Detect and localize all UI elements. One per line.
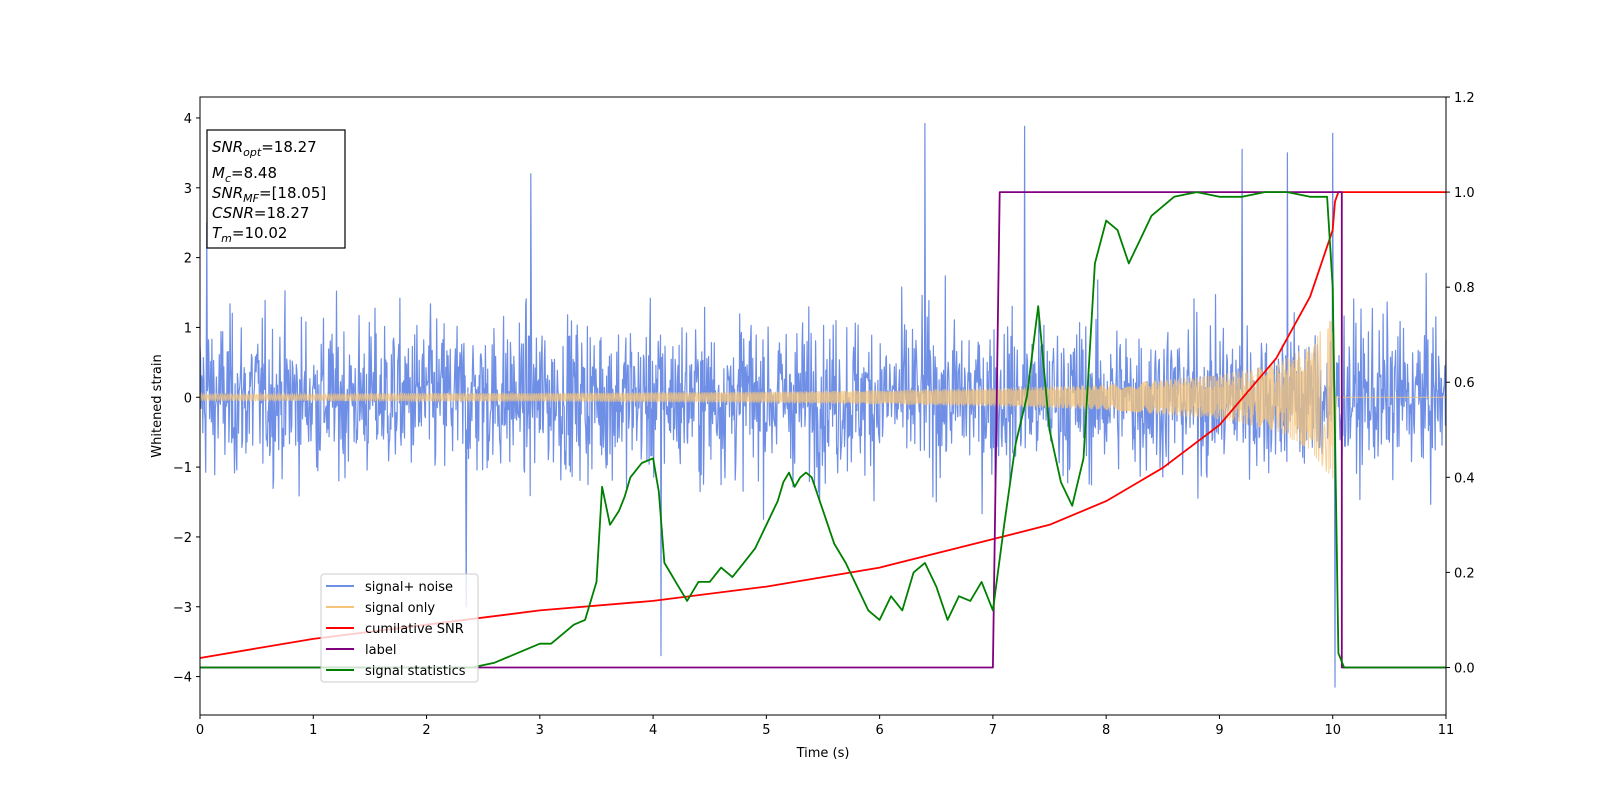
x-tick-label: 0 (196, 723, 204, 738)
x-tick-label: 6 (875, 723, 883, 738)
legend-label: label (365, 643, 396, 658)
y-axis-left-label: Whitened strain (150, 354, 165, 457)
y-left-tick-label: −1 (173, 461, 192, 476)
x-axis-label: Time (s) (796, 746, 850, 761)
axes-frame (199, 96, 1447, 716)
x-tick-label: 11 (1438, 723, 1455, 738)
x-tick-label: 4 (649, 723, 657, 738)
series-signal-statistics-line (200, 191, 1446, 669)
info-line: Mc=8.48 (212, 164, 277, 185)
info-line: CSNR=18.27 (212, 204, 309, 222)
y-right-tick-label: 1.2 (1454, 91, 1475, 106)
legend-label: signal only (365, 601, 435, 616)
legend-label: signal+ noise (365, 580, 453, 595)
y-axis-left: 4 3 2 1 0 −1 −2 −3 −4 (173, 112, 200, 686)
y-left-tick-label: −4 (173, 671, 192, 686)
legend-label: cumilative SNR (365, 622, 464, 637)
y-right-tick-label: 0.8 (1454, 281, 1475, 296)
info-line: SNRopt=18.27 (212, 138, 317, 159)
y-left-tick-label: 2 (184, 252, 192, 267)
x-axis: 0 1 2 3 4 5 6 7 8 9 10 11 (196, 715, 1454, 738)
y-left-tick-label: 3 (184, 182, 192, 197)
series-label-line (200, 191, 1446, 669)
x-tick-label: 2 (422, 723, 430, 738)
y-left-tick-label: −3 (173, 601, 192, 616)
y-right-tick-label: 1.0 (1454, 186, 1475, 201)
y-right-tick-label: 0.2 (1454, 566, 1475, 581)
x-tick-label: 8 (1102, 723, 1110, 738)
y-axis-right: 1.2 1.0 0.8 0.6 0.4 0.2 0.0 (1446, 91, 1475, 676)
info-box: SNRopt=18.27 Mc=8.48SNRMF=[18.05]CSNR=18.… (206, 129, 346, 249)
x-tick-label: 1 (309, 723, 317, 738)
legend-frame (320, 573, 479, 683)
x-tick-label: 3 (536, 723, 544, 738)
info-line: Tm=10.02 (212, 224, 287, 245)
legend: signal+ noise signal only cumilative SNR la… (320, 573, 479, 683)
y-left-tick-label: −2 (173, 531, 192, 546)
x-tick-label: 10 (1324, 723, 1341, 738)
y-left-tick-label: 0 (184, 391, 192, 406)
y-left-tick-label: 1 (184, 321, 192, 336)
x-tick-label: 7 (989, 723, 997, 738)
y-right-tick-label: 0.6 (1454, 376, 1475, 391)
y-right-tick-label: 0.4 (1454, 471, 1475, 486)
info-box-frame (206, 129, 346, 249)
legend-label: signal statistics (365, 664, 466, 679)
x-tick-label: 5 (762, 723, 770, 738)
info-line: SNRMF=[18.05] (212, 184, 326, 205)
x-tick-label: 9 (1215, 723, 1223, 738)
series-signal-only-line (199, 320, 1446, 479)
y-left-tick-label: 4 (184, 112, 192, 127)
y-right-tick-label: 0.0 (1454, 661, 1475, 676)
